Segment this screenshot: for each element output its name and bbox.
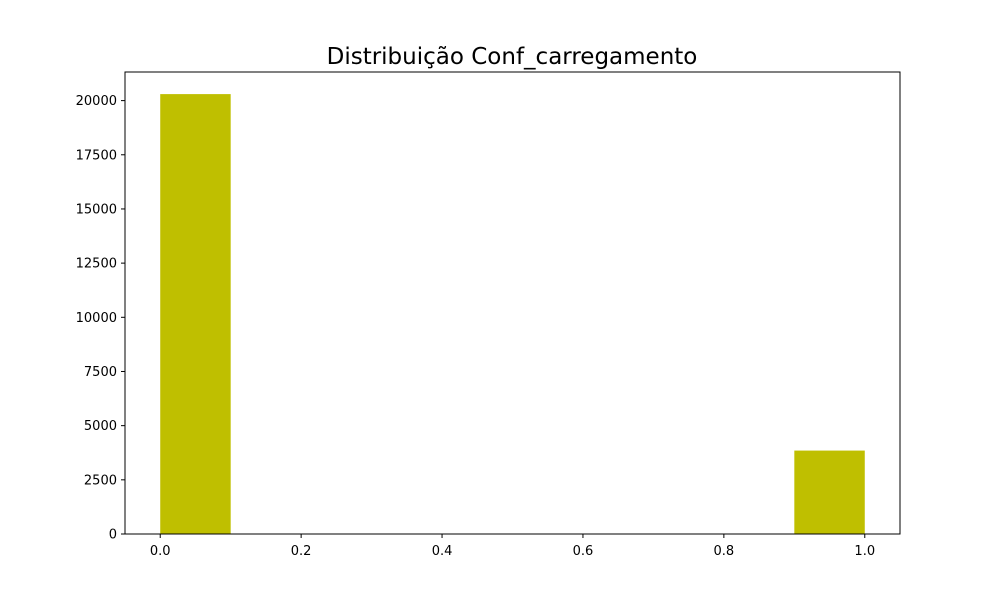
plot-frame: [124, 71, 901, 535]
y-tick-label: 12500: [76, 257, 117, 272]
x-tick-label: 1.0: [854, 544, 875, 559]
x-tick-label: 0.4: [432, 544, 453, 559]
x-tick-label: 0.6: [573, 544, 594, 559]
y-tick-label: 20000: [76, 94, 117, 109]
y-tick-label: 15000: [76, 202, 117, 217]
histogram-bar-9: [794, 450, 865, 534]
y-tick-label: 7500: [84, 365, 117, 380]
y-tick-label: 5000: [84, 419, 117, 434]
y-axis: 0 2500 5000 7500 10000 12500 15000 17500 20000: [76, 94, 125, 543]
chart-title: Distribuição Conf_carregamento: [327, 44, 698, 70]
y-tick-label: 17500: [76, 148, 117, 163]
bars-layer: [160, 94, 865, 535]
x-tick-label: 0.2: [291, 544, 312, 559]
x-tick-label: 0.8: [714, 544, 735, 559]
y-tick-label: 2500: [84, 473, 117, 488]
histogram-bar-0: [160, 94, 231, 535]
y-tick-label: 10000: [76, 311, 117, 326]
x-tick-label: 0.0: [150, 544, 171, 559]
x-axis: 0.0 0.2 0.4 0.6 0.8 1.0: [150, 534, 875, 559]
y-tick-label: 0: [109, 528, 117, 543]
